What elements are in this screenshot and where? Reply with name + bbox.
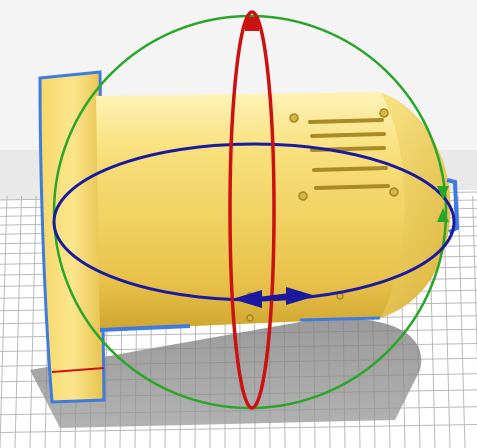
grid-line <box>472 195 477 363</box>
arrow-icon[interactable] <box>437 186 449 200</box>
rotate-gizmo[interactable] <box>52 10 456 410</box>
grid-line <box>0 195 8 448</box>
arrow-icon[interactable] <box>437 208 449 222</box>
grid-line <box>14 195 22 448</box>
rotate-ring-x[interactable] <box>228 10 276 410</box>
screw-holes <box>246 108 399 322</box>
square-handle-icon[interactable] <box>245 17 259 31</box>
arrow-icon[interactable] <box>286 287 316 305</box>
model-cap <box>380 92 451 318</box>
arrow-shaft <box>261 293 287 302</box>
model-outline-bottom <box>99 324 191 332</box>
model-flange[interactable] <box>38 70 106 404</box>
grid-line <box>457 195 466 448</box>
arrow-icon[interactable] <box>232 290 262 308</box>
model-shadow <box>30 318 422 428</box>
model-outline-red <box>51 367 105 373</box>
grid-line <box>0 424 477 433</box>
grid-line <box>29 195 37 448</box>
model-outline-bottom-2 <box>299 316 381 322</box>
